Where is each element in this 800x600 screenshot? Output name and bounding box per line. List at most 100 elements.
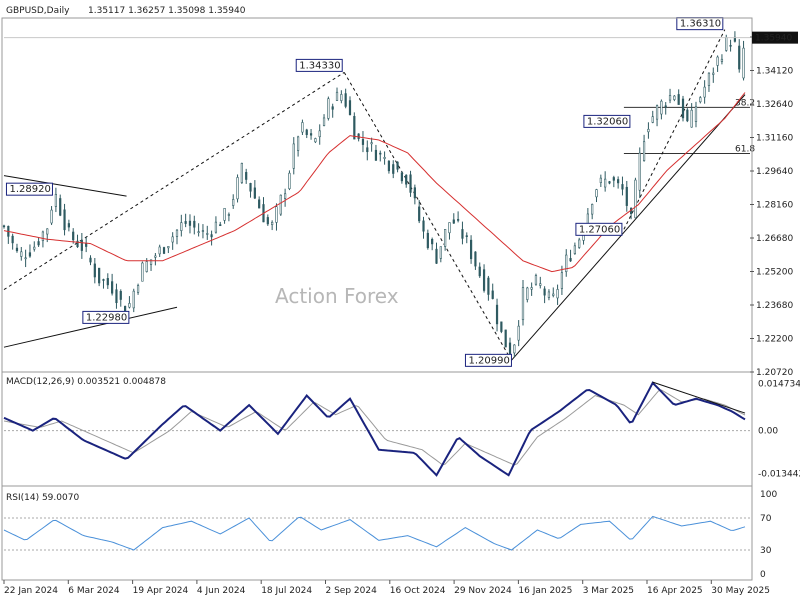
xtick-label: 6 Mar 2024 bbox=[68, 586, 120, 596]
candle-body bbox=[72, 231, 75, 241]
price-annotation-label: 1.20990 bbox=[468, 355, 509, 366]
price-ytick-label: 1.32640 bbox=[756, 100, 793, 110]
candle-body bbox=[729, 44, 732, 47]
candle-body bbox=[703, 86, 706, 98]
xtick-label: 30 May 2025 bbox=[711, 586, 770, 596]
candle-body bbox=[439, 246, 442, 259]
candle-body bbox=[465, 235, 468, 237]
candle-body bbox=[487, 277, 490, 295]
candle-body bbox=[638, 152, 641, 191]
candle-body bbox=[539, 283, 542, 286]
candle-body bbox=[374, 149, 378, 161]
candle-body bbox=[651, 116, 654, 123]
candle-body bbox=[452, 219, 455, 224]
axes: 1.356001.341201.326401.311601.296401.281… bbox=[1, 17, 798, 596]
candle-body bbox=[232, 199, 235, 206]
candle-body bbox=[353, 116, 356, 140]
candle-body bbox=[327, 98, 330, 119]
candle-body bbox=[526, 287, 529, 300]
candle-body bbox=[742, 47, 745, 79]
candle-body bbox=[145, 261, 148, 272]
candle-body bbox=[50, 209, 53, 224]
price-annotation-label: 1.36310 bbox=[680, 19, 721, 30]
candle-body bbox=[292, 143, 295, 169]
dashed-trend-recent bbox=[623, 29, 726, 230]
macd-panel: 0.014734 0.00 -0.013442 bbox=[3, 380, 800, 479]
candle-body bbox=[405, 174, 408, 185]
candle-body bbox=[245, 172, 248, 180]
candle-body bbox=[98, 267, 101, 284]
macd-title: MACD(12,26,9) 0.003521 0.004878 bbox=[6, 377, 166, 387]
candle-body bbox=[361, 139, 365, 145]
candle-body bbox=[296, 136, 300, 151]
candle-body bbox=[335, 91, 339, 101]
candle-body bbox=[608, 181, 611, 184]
price-ytick-label: 1.28160 bbox=[756, 201, 793, 211]
ema-line bbox=[3, 92, 746, 273]
xtick-label: 3 Mar 2025 bbox=[583, 586, 634, 596]
rsi-ytick-label: 30 bbox=[760, 546, 772, 556]
candle-body bbox=[422, 220, 425, 232]
candle-body bbox=[93, 263, 96, 278]
macd-ytick-label: -0.013442 bbox=[758, 469, 800, 479]
candle-body bbox=[33, 246, 36, 250]
candle-body bbox=[258, 199, 261, 209]
candle-body bbox=[469, 239, 473, 260]
candle-body bbox=[426, 232, 429, 249]
candle-body bbox=[474, 251, 477, 267]
rsi-ytick-label: 70 bbox=[760, 514, 772, 524]
candle-body bbox=[435, 248, 438, 264]
candle-body bbox=[76, 240, 79, 248]
candle-body bbox=[573, 245, 576, 254]
candle-body bbox=[547, 291, 551, 298]
macd-ytick-label: 0.00 bbox=[758, 427, 778, 437]
rsi-panel-frame bbox=[1, 485, 753, 581]
xtick-label: 29 Nov 2024 bbox=[454, 586, 512, 596]
candle-body bbox=[444, 229, 447, 247]
candle-body bbox=[2, 225, 6, 228]
trend-lines bbox=[3, 29, 746, 361]
xtick-label: 16 Apr 2025 bbox=[647, 586, 703, 596]
candle-body bbox=[301, 122, 304, 133]
candle-body bbox=[513, 344, 516, 354]
candle-body bbox=[197, 231, 200, 233]
price-ytick-label: 1.26680 bbox=[756, 234, 793, 244]
candle-body bbox=[543, 288, 546, 296]
candle-body bbox=[340, 94, 343, 101]
candle-body bbox=[392, 164, 395, 174]
candle-body bbox=[309, 133, 313, 136]
symbol-label: GBPUSD,Daily bbox=[6, 6, 70, 16]
candle-body bbox=[461, 229, 464, 239]
candle-body bbox=[738, 45, 741, 70]
fib-level-label: 38.2 bbox=[735, 98, 755, 108]
candle-body bbox=[383, 157, 386, 159]
price-ytick-label: 1.25200 bbox=[756, 268, 793, 278]
candle-body bbox=[318, 130, 321, 138]
candle-body bbox=[11, 235, 14, 244]
candle-body bbox=[720, 58, 724, 62]
candle-body bbox=[491, 290, 494, 299]
candle-body bbox=[677, 94, 680, 105]
macd-ytick-label: 0.014734 bbox=[758, 380, 800, 390]
xtick-label: 22 Jan 2024 bbox=[4, 586, 58, 596]
candle-body bbox=[322, 117, 326, 126]
candle-body bbox=[15, 247, 19, 252]
candle-body bbox=[699, 97, 702, 103]
candle-body bbox=[599, 177, 602, 183]
candle-body bbox=[63, 209, 66, 231]
candle-body bbox=[85, 243, 88, 247]
macd-signal-line bbox=[3, 389, 746, 466]
candle-body bbox=[180, 222, 183, 231]
candle-body bbox=[595, 189, 598, 198]
candle-body bbox=[219, 224, 222, 227]
xtick-label: 16 Oct 2024 bbox=[390, 586, 446, 596]
candle-body bbox=[712, 72, 715, 75]
current-price-label: 1.35940 bbox=[755, 34, 792, 44]
candle-body bbox=[184, 221, 187, 224]
candle-body bbox=[54, 194, 57, 207]
price-annotation-box bbox=[5, 182, 53, 196]
candle-body bbox=[569, 258, 572, 262]
xtick-label: 18 Jul 2024 bbox=[261, 586, 312, 596]
candle-body bbox=[128, 303, 131, 308]
candle-body bbox=[275, 206, 278, 223]
